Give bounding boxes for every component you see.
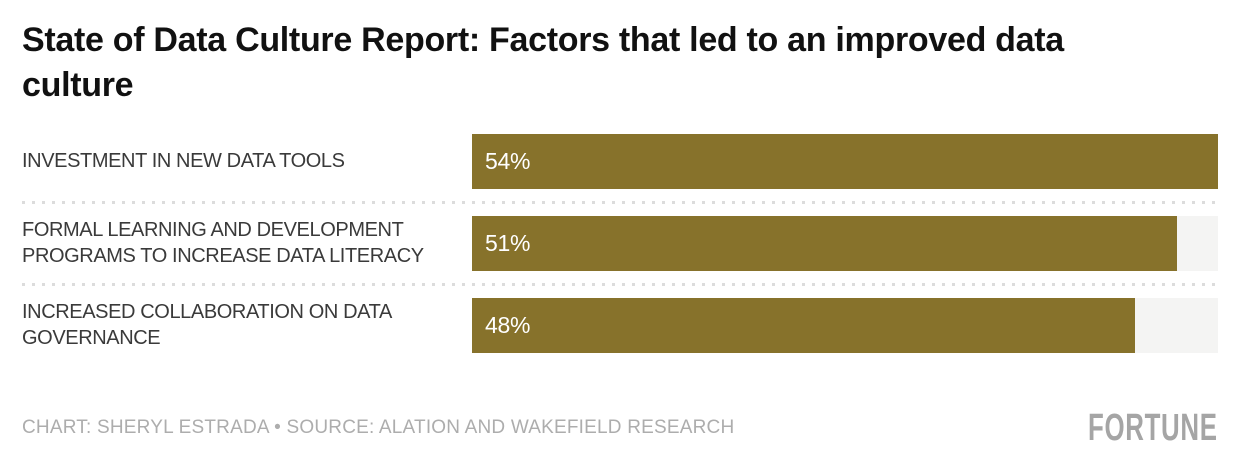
bar-fill: 48% — [472, 297, 1136, 353]
footer-credit: CHART: SHERYL ESTRADA • SOURCE: ALATION … — [22, 417, 735, 439]
category-label: INCREASED COLLABORATION ON DATA GOVERNAN… — [22, 300, 391, 350]
bar-value-label: 54% — [485, 147, 531, 174]
bar-fill: 54% — [472, 133, 1218, 189]
page-title: State of Data Culture Report: Factors th… — [22, 21, 1064, 104]
bar-value-label: 48% — [485, 311, 531, 338]
category-label: INVESTMENT IN NEW DATA TOOLS — [22, 150, 345, 173]
bar-chart: INVESTMENT IN NEW DATA TOOLS 54% FORMAL … — [22, 122, 1218, 365]
bar-fill: 51% — [472, 215, 1177, 271]
row-divider — [22, 200, 1218, 204]
bar-value-label: 51% — [485, 229, 531, 256]
fortune-logo: FORTUNE — [1088, 406, 1218, 449]
bar-track: 54% — [472, 133, 1218, 189]
bar-track: 51% — [472, 215, 1218, 271]
chart-row: INCREASED COLLABORATION ON DATA GOVERNAN… — [22, 286, 1218, 365]
category-label: FORMAL LEARNING AND DEVELOPMENT PROGRAMS… — [22, 218, 424, 268]
footer: CHART: SHERYL ESTRADA • SOURCE: ALATION … — [22, 407, 1218, 450]
row-divider — [22, 282, 1218, 286]
bar-track: 48% — [472, 297, 1218, 353]
chart-row: INVESTMENT IN NEW DATA TOOLS 54% — [22, 122, 1218, 201]
chart-row: FORMAL LEARNING AND DEVELOPMENT PROGRAMS… — [22, 204, 1218, 283]
